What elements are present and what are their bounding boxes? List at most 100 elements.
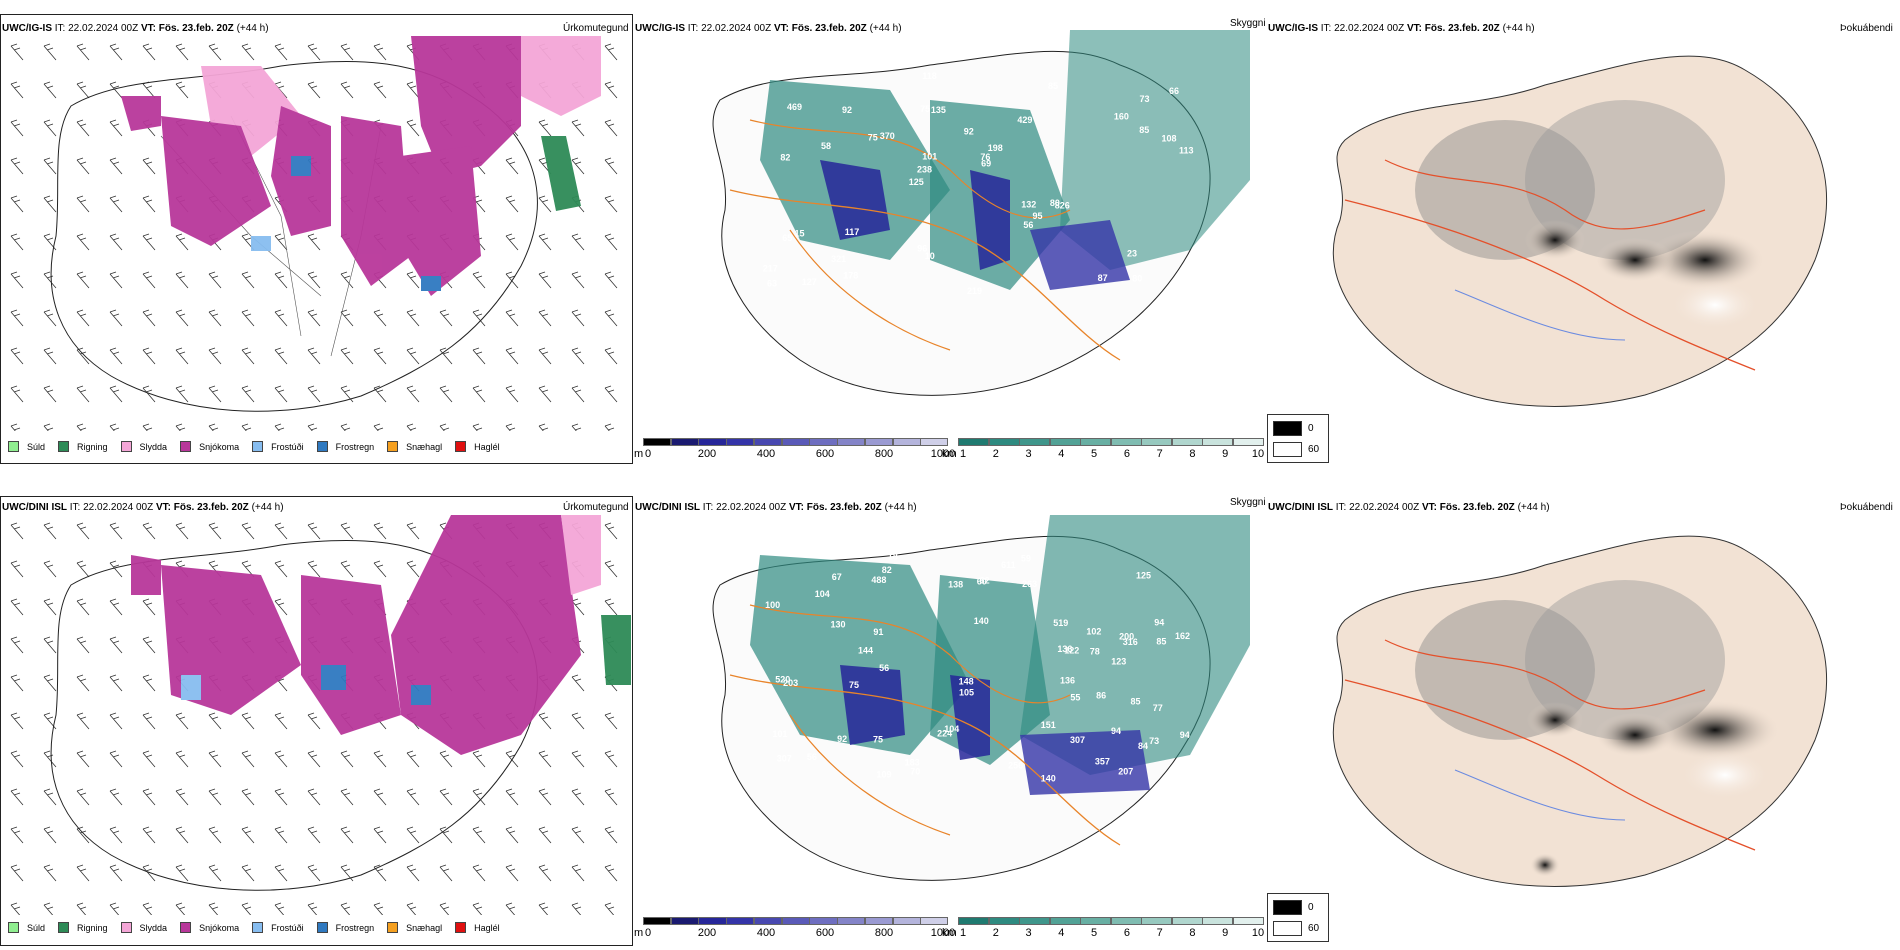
wind-barb xyxy=(406,423,417,431)
wind-barb xyxy=(43,195,57,213)
it-value: 22.02.2024 00Z xyxy=(83,502,154,513)
wind-barb xyxy=(208,271,222,289)
altitude-unit: m xyxy=(634,927,644,939)
wind-barb xyxy=(142,750,156,768)
lead-time: (+44 h) xyxy=(1502,23,1535,34)
altitude-colorbar-segment xyxy=(698,438,727,446)
wind-barb xyxy=(406,522,420,540)
wind-barb xyxy=(505,864,519,882)
wind-barb xyxy=(472,271,486,289)
visibility-colorbar-tick: 5 xyxy=(1091,448,1098,460)
visibility-value-label: 217 xyxy=(763,264,778,274)
visibility-colorbar-segment xyxy=(1049,917,1081,925)
wind-barb xyxy=(472,423,483,431)
fog-header: UWC/IG-IS IT: 22.02.2024 00Z VT: Fös. 23… xyxy=(1268,23,1535,34)
wind-barb xyxy=(571,712,585,730)
wind-barb xyxy=(604,43,618,61)
visibility-value-label: 203 xyxy=(783,678,798,688)
visibility-value-label: 80 xyxy=(1050,198,1060,208)
wind-barb xyxy=(373,750,387,768)
legend-swatch xyxy=(387,441,399,452)
wind-barb xyxy=(472,385,486,403)
wind-barb xyxy=(373,788,387,806)
wind-barb xyxy=(43,309,57,327)
wind-barb xyxy=(406,864,420,882)
wind-barb xyxy=(571,119,585,137)
wind-barb xyxy=(604,788,618,806)
visibility-value-label: 63 xyxy=(767,278,777,288)
wind-barb xyxy=(538,750,552,768)
legend-label: Frostregn xyxy=(335,922,375,933)
wind-barb xyxy=(175,271,189,289)
visibility-colorbar-segment xyxy=(1232,438,1264,446)
legend-label: Haglél xyxy=(474,922,500,933)
visibility-colorbar-segment xyxy=(1110,917,1142,925)
wind-barb xyxy=(604,902,615,915)
visibility-value-label: 101 xyxy=(922,152,937,162)
altitude-colorbar-tick: 1000 xyxy=(930,927,956,939)
wind-barb xyxy=(142,157,156,175)
wind-barb xyxy=(571,864,585,882)
visibility-value-label: 73 xyxy=(1149,736,1159,746)
wind-barb xyxy=(472,309,486,327)
visibility-colorbar-tick: 1 xyxy=(959,448,967,460)
model-name: UWC/IG-IS xyxy=(635,23,685,34)
wind-barb xyxy=(142,423,153,431)
visibility-value-label: 127 xyxy=(802,277,817,287)
visibility-colorbar-tick: 7 xyxy=(1156,448,1163,460)
wind-barb xyxy=(307,423,318,431)
wind-barb xyxy=(274,522,288,540)
legend-item: Snjókoma xyxy=(180,441,239,452)
visibility-colorbar-segment xyxy=(1141,917,1172,925)
legend-swatch xyxy=(316,441,328,452)
visibility-value-label: 144 xyxy=(858,646,873,656)
legend-swatch xyxy=(316,922,328,933)
visibility-value-label: 104 xyxy=(815,589,830,599)
legend-label: Frostúði xyxy=(271,922,304,933)
wind-barb xyxy=(76,788,90,806)
wind-barb xyxy=(274,598,288,616)
wind-barb xyxy=(274,43,288,61)
visibility-value-label: 488 xyxy=(871,575,886,585)
wind-barb xyxy=(43,347,57,365)
wind-barb xyxy=(109,674,123,692)
visibility-value-label: 183 xyxy=(905,757,920,767)
altitude-colorbar-tick: 400 xyxy=(756,927,776,939)
wind-barb xyxy=(208,423,219,431)
wind-barb xyxy=(604,598,618,616)
wind-barb xyxy=(406,750,420,768)
fog-title: Þokuábendi xyxy=(1840,502,1893,513)
wind-barb xyxy=(76,522,90,540)
wind-barb xyxy=(76,560,90,578)
fog-map xyxy=(1332,55,1828,407)
wind-barb xyxy=(109,522,123,540)
legend-swatch xyxy=(58,441,70,452)
visibility-value-label: 60 xyxy=(977,577,987,587)
visibility-colorbar-tick: 3 xyxy=(1025,448,1032,460)
wind-barb xyxy=(142,43,156,61)
visibility-value-label: 91 xyxy=(873,627,883,637)
visibility-colorbar-tick: 6 xyxy=(1123,927,1130,939)
visibility-value-label: 140 xyxy=(974,616,989,626)
legend-label: Snjókoma xyxy=(199,441,240,452)
lead-time: (+44 h) xyxy=(869,23,902,34)
wind-barb xyxy=(439,385,453,403)
wind-barb xyxy=(604,271,618,289)
visibility-value-label: 70 xyxy=(910,767,920,777)
wind-barb xyxy=(208,347,222,365)
vt-label: VT: xyxy=(1406,23,1422,34)
wind-barb xyxy=(604,750,618,768)
wind-barb xyxy=(472,788,486,806)
visibility-value-label: 23 xyxy=(1127,248,1137,258)
wind-barb xyxy=(175,826,189,844)
wind-barb xyxy=(538,788,552,806)
wind-barb xyxy=(340,347,354,365)
wind-barb xyxy=(10,233,24,251)
wind-barb xyxy=(175,423,186,431)
visibility-value-label: 469 xyxy=(787,102,802,112)
legend-item: Frostúði xyxy=(252,441,304,452)
wind-barb xyxy=(10,788,24,806)
legend-swatch xyxy=(455,441,467,452)
wind-barb xyxy=(274,750,288,768)
legend-item: Súld xyxy=(8,922,45,933)
